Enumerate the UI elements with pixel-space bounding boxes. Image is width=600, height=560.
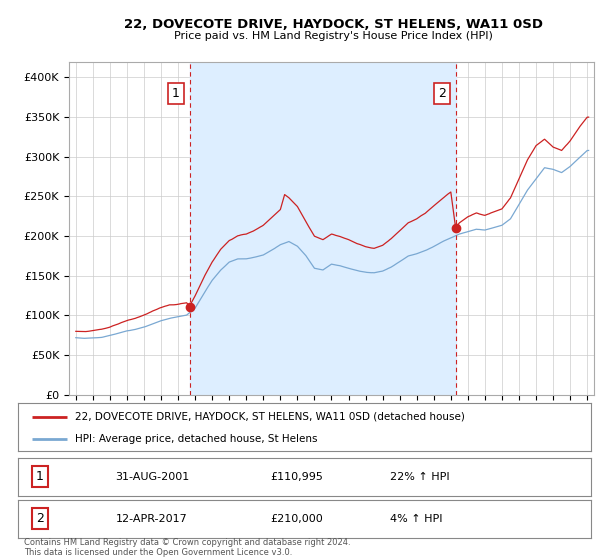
Text: 22, DOVECOTE DRIVE, HAYDOCK, ST HELENS, WA11 0SD: 22, DOVECOTE DRIVE, HAYDOCK, ST HELENS, … [124, 18, 542, 31]
Text: £110,995: £110,995 [270, 472, 323, 482]
Text: 12-APR-2017: 12-APR-2017 [115, 514, 187, 524]
Text: HPI: Average price, detached house, St Helens: HPI: Average price, detached house, St H… [76, 434, 318, 444]
Text: Contains HM Land Registry data © Crown copyright and database right 2024.
This d: Contains HM Land Registry data © Crown c… [24, 538, 350, 557]
Text: 22% ↑ HPI: 22% ↑ HPI [391, 472, 450, 482]
Text: 31-AUG-2001: 31-AUG-2001 [115, 472, 190, 482]
Text: 22, DOVECOTE DRIVE, HAYDOCK, ST HELENS, WA11 0SD (detached house): 22, DOVECOTE DRIVE, HAYDOCK, ST HELENS, … [76, 412, 465, 422]
Text: 1: 1 [172, 87, 180, 100]
Text: 1: 1 [36, 470, 44, 483]
Text: 2: 2 [36, 512, 44, 525]
Bar [190, 62, 455, 395]
Text: 2: 2 [438, 87, 446, 100]
Text: Price paid vs. HM Land Registry's House Price Index (HPI): Price paid vs. HM Land Registry's House … [173, 31, 493, 41]
Text: £210,000: £210,000 [270, 514, 323, 524]
Text: 4% ↑ HPI: 4% ↑ HPI [391, 514, 443, 524]
